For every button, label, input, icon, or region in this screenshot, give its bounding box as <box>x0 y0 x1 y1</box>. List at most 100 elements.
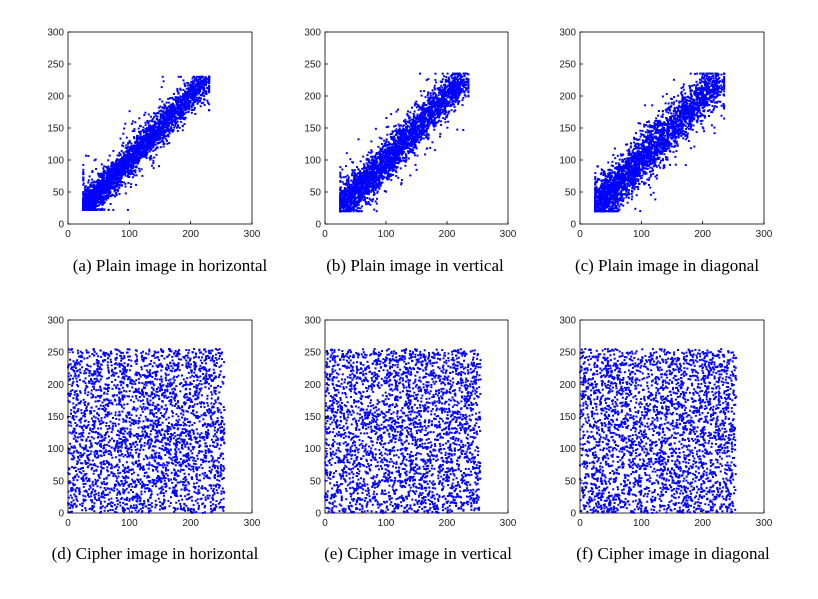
point <box>138 131 140 133</box>
point <box>122 158 124 160</box>
point <box>109 179 111 181</box>
point <box>166 102 168 104</box>
point <box>162 141 164 143</box>
point <box>149 138 151 140</box>
point <box>455 101 457 103</box>
point <box>356 166 358 168</box>
point <box>145 152 147 154</box>
point <box>133 130 135 132</box>
point <box>109 167 111 169</box>
point <box>154 121 156 123</box>
point <box>206 79 208 81</box>
point <box>436 96 438 98</box>
point <box>194 107 196 109</box>
point <box>385 169 387 171</box>
point <box>201 102 203 104</box>
point <box>430 94 432 96</box>
point <box>95 205 97 207</box>
point <box>149 151 151 153</box>
point <box>108 194 110 196</box>
point <box>135 165 137 167</box>
point <box>442 111 444 113</box>
point <box>168 142 170 144</box>
point <box>119 193 121 195</box>
point <box>376 198 378 200</box>
point <box>115 163 117 165</box>
point <box>125 192 127 194</box>
point <box>143 142 145 144</box>
point <box>147 122 149 124</box>
point <box>163 126 165 128</box>
point <box>190 86 192 88</box>
y-tick-label: 100 <box>47 156 64 167</box>
point <box>116 183 118 185</box>
point <box>128 163 130 165</box>
point <box>124 158 126 160</box>
point <box>144 112 146 114</box>
point <box>383 140 385 142</box>
point <box>127 146 129 148</box>
point <box>208 81 210 83</box>
point <box>343 210 345 212</box>
point <box>89 192 91 194</box>
point <box>158 165 160 167</box>
point <box>173 93 175 95</box>
point <box>198 76 200 78</box>
point <box>135 184 137 186</box>
point <box>89 185 91 187</box>
point <box>129 110 131 112</box>
point <box>149 157 151 159</box>
point <box>162 107 164 109</box>
point <box>385 191 387 193</box>
point <box>420 90 422 92</box>
point <box>203 90 205 92</box>
point <box>427 91 429 93</box>
point <box>83 193 85 195</box>
point <box>182 125 184 127</box>
point <box>120 154 122 156</box>
point <box>162 76 164 78</box>
point <box>103 165 105 167</box>
point <box>407 110 409 112</box>
point <box>342 181 344 183</box>
point <box>408 158 410 160</box>
point <box>164 131 166 133</box>
point <box>444 109 446 111</box>
point <box>92 205 94 207</box>
point <box>180 109 182 111</box>
point <box>440 124 442 126</box>
point <box>184 83 186 85</box>
point <box>185 95 187 97</box>
point <box>368 160 370 162</box>
point <box>444 100 446 102</box>
point <box>97 183 99 185</box>
point <box>143 114 145 116</box>
point <box>102 200 104 202</box>
point <box>129 140 131 142</box>
point <box>159 138 161 140</box>
point <box>183 99 185 101</box>
point <box>196 76 198 78</box>
point <box>83 201 85 203</box>
point <box>381 148 383 150</box>
point <box>152 160 154 162</box>
point <box>445 76 447 78</box>
point <box>118 187 120 189</box>
point <box>170 128 172 130</box>
point <box>180 118 182 120</box>
point <box>434 79 436 81</box>
point <box>358 138 360 140</box>
point <box>165 106 167 108</box>
point <box>206 100 208 102</box>
point <box>91 196 93 198</box>
point <box>118 171 120 173</box>
point <box>124 183 126 185</box>
point <box>112 170 114 172</box>
point <box>414 111 416 113</box>
point <box>434 118 436 120</box>
point <box>102 185 104 187</box>
point <box>396 111 398 113</box>
point <box>124 123 126 125</box>
point <box>199 81 201 83</box>
point <box>436 117 438 119</box>
